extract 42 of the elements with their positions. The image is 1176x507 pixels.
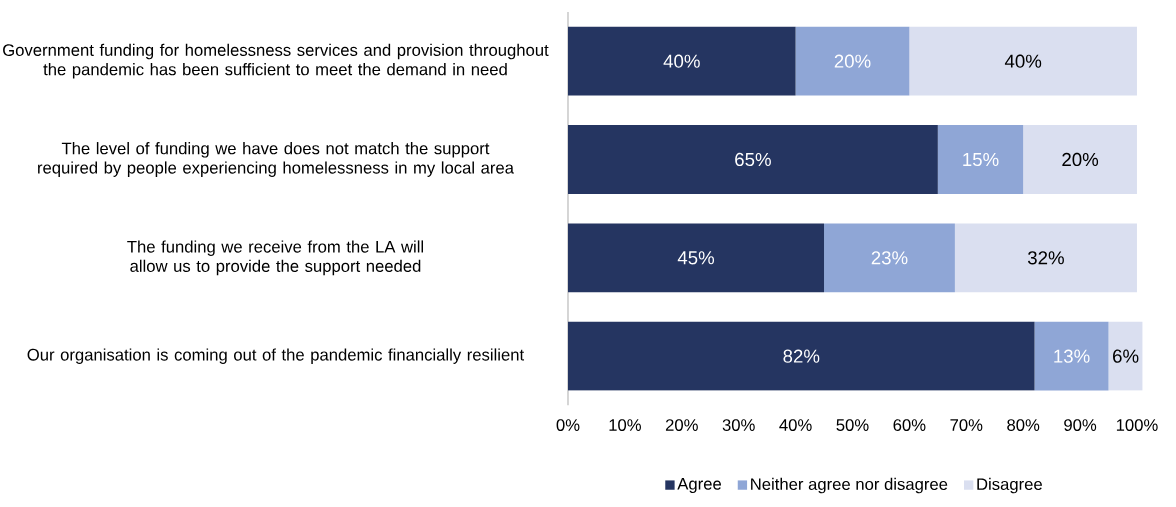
x-tick-label: 50% xyxy=(836,419,869,432)
x-tick-label: 30% xyxy=(722,419,755,432)
x-tick-label: 70% xyxy=(950,419,983,432)
data-label: 6% xyxy=(1113,349,1139,363)
x-tick-label: 60% xyxy=(893,419,926,432)
bar xyxy=(824,223,955,293)
data-label: 45% xyxy=(677,251,715,265)
bar xyxy=(568,125,938,195)
data-label: 65% xyxy=(735,153,771,167)
bar xyxy=(954,223,1137,293)
data-label: 20% xyxy=(834,54,871,68)
data-label: 23% xyxy=(871,251,908,265)
bar xyxy=(795,26,910,96)
bar xyxy=(1108,321,1143,391)
x-tick-label: 40% xyxy=(779,419,812,432)
x-tick-label: 0% xyxy=(556,419,580,432)
y-tick-label: Our organisation is coming out of the pandemic financially resilient xyxy=(27,348,525,365)
x-tick-label: 90% xyxy=(1064,419,1097,432)
bar xyxy=(568,223,825,293)
y-tick-label: The level of funding we have does not match the support required by people experiencing homelessness in my local area xyxy=(38,142,514,178)
data-label: 40% xyxy=(1004,54,1042,68)
bar xyxy=(937,125,1024,195)
bar xyxy=(909,26,1137,96)
legend-label: Agree xyxy=(677,478,722,494)
y-tick-label: The funding we receive from the LA will allow us to provide the support needed xyxy=(127,240,424,276)
data-label: 82% xyxy=(783,349,820,363)
x-tick-label: 80% xyxy=(1007,419,1040,432)
legend-label: Disagree xyxy=(977,477,1042,494)
x-tick-label: 100% xyxy=(1116,419,1158,432)
bar xyxy=(568,26,796,96)
bar xyxy=(568,321,1035,391)
bar xyxy=(1023,125,1137,195)
y-tick-label: Government funding for homelessness services and provision throughout the pandemic has been sufficient to meet the demand in need xyxy=(3,43,549,79)
data-label: 40% xyxy=(663,54,700,68)
data-label: 13% xyxy=(1054,349,1090,363)
data-label: 20% xyxy=(1062,153,1099,167)
data-label: 15% xyxy=(963,153,999,167)
x-tick-label: 10% xyxy=(609,419,641,432)
x-tick-label: 20% xyxy=(665,419,698,432)
data-label: 32% xyxy=(1027,251,1064,265)
legend-label: Neither agree nor disagree xyxy=(751,477,948,494)
bar xyxy=(1034,321,1109,391)
